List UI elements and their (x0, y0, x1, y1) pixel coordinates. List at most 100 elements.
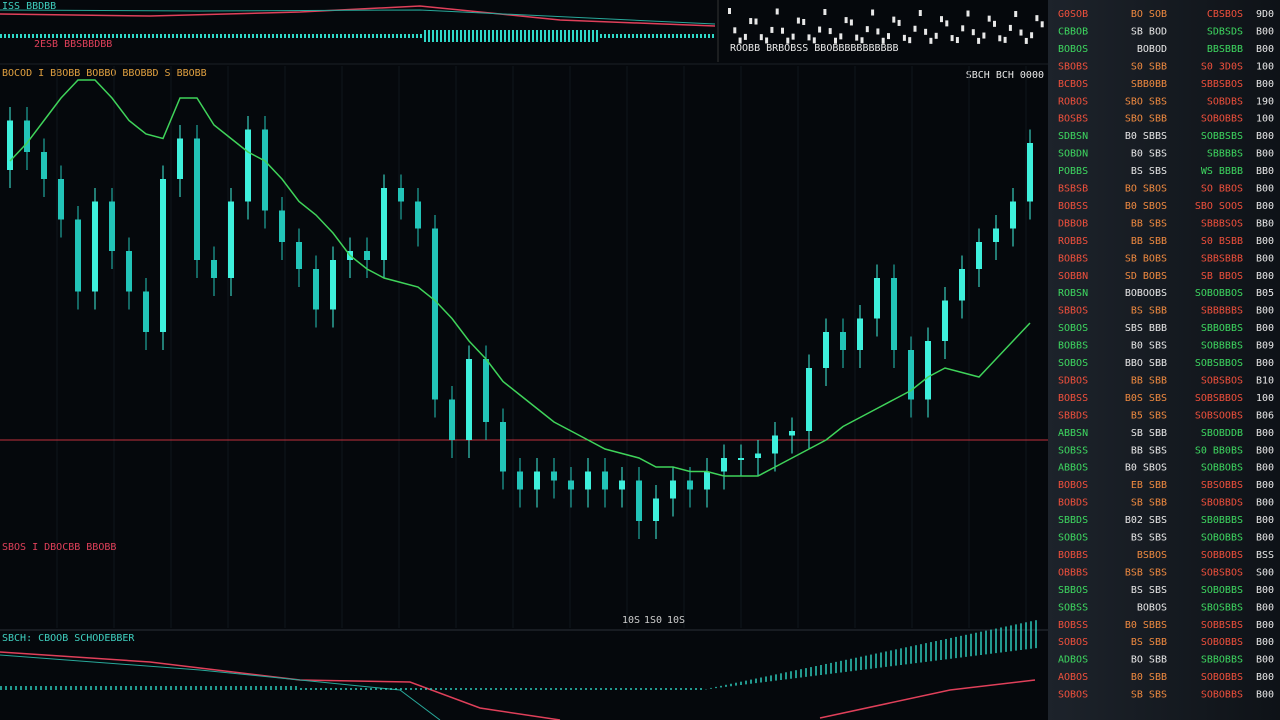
lower-bar (70, 686, 72, 690)
lower-bar (1035, 620, 1037, 649)
lower-bars (0, 620, 1037, 690)
mini-mark (738, 37, 742, 44)
indicator-bar (204, 34, 206, 38)
lower-bar (55, 686, 57, 690)
indicator-bar (216, 34, 218, 38)
indicator-bar (668, 34, 670, 38)
lower-bar (435, 688, 437, 690)
book-count: B00 (1256, 672, 1274, 683)
book-symbol: SOBOS (1058, 533, 1088, 544)
lower-bar (150, 686, 152, 690)
book-size: SO BBOS (1201, 184, 1243, 195)
indicator-bar (228, 34, 230, 38)
mini-mark (733, 27, 737, 34)
book-price: B0 SBB (1131, 672, 1167, 683)
indicator-bar (152, 34, 154, 38)
lower-bar (865, 655, 867, 670)
indicator-bar (608, 34, 610, 38)
mini-mark (950, 35, 954, 42)
book-price: S0 SBB (1131, 61, 1167, 72)
lower-bar (720, 685, 722, 688)
lower-bar (235, 686, 237, 690)
indicator-bar (448, 30, 450, 42)
mini-mark (897, 19, 901, 26)
book-count: B00 (1256, 515, 1274, 526)
candle-body (279, 210, 285, 242)
book-count: B00 (1256, 602, 1274, 613)
indicator-bar (684, 34, 686, 38)
indicator-bar (476, 30, 478, 42)
candle-body (262, 129, 268, 211)
book-price: SBS BBB (1125, 323, 1167, 334)
indicator-bar (572, 30, 574, 42)
lower-bar (205, 686, 207, 690)
book-count: B00 (1256, 637, 1274, 648)
mini-mark (993, 20, 996, 27)
indicator-bar (356, 34, 358, 38)
candle-body (483, 359, 489, 422)
book-price: BO SBB (1131, 655, 1167, 666)
lower-bar (945, 638, 947, 660)
indicator-bar (552, 30, 554, 42)
lower-bar (400, 688, 402, 690)
lower-bar (845, 659, 847, 672)
indicator-bar (92, 34, 94, 38)
indicator-bar (88, 34, 90, 38)
candle-body (602, 471, 608, 490)
indicator-bar (236, 34, 238, 38)
book-count: 9D0 (1256, 9, 1274, 20)
mini-mark (902, 34, 906, 41)
book-price: BS SBB (1131, 637, 1167, 648)
candle-body (92, 201, 98, 292)
lower-bar (90, 686, 92, 690)
indicator-bar (644, 34, 646, 38)
indicator-bar (584, 30, 586, 42)
indicator-bar (64, 34, 66, 38)
lower-bar (470, 688, 472, 690)
mini-mark (908, 37, 912, 44)
candle-body (908, 350, 914, 400)
lower-bar (695, 688, 697, 690)
book-size: SBO SOOS (1195, 201, 1243, 212)
lower-bar (665, 688, 667, 690)
book-count: B00 (1256, 323, 1274, 334)
lower-bar (115, 686, 117, 690)
book-size: SOBBSBS (1201, 620, 1243, 631)
mini-mark (765, 37, 769, 44)
lower-bar (915, 645, 917, 664)
book-size: SBBSBBB (1201, 253, 1243, 264)
mini-mark (1024, 37, 1028, 44)
lower-bar (980, 631, 982, 655)
book-symbol: BOBSS (1058, 201, 1088, 212)
candle-body (194, 138, 200, 260)
mini-mark (796, 17, 800, 24)
indicator-bar (308, 34, 310, 38)
book-size: SBSOBBS (1201, 480, 1243, 491)
lower-bar (560, 688, 562, 690)
lower-bar (655, 688, 657, 690)
book-price: BB SBS (1131, 218, 1167, 229)
indicator-bar (344, 34, 346, 38)
book-price: SB BOBS (1125, 253, 1167, 264)
book-size: SOBBOBS (1201, 463, 1243, 474)
lower-bar (290, 686, 292, 690)
book-price: B5 SBS (1131, 410, 1167, 421)
lower-bar (120, 686, 122, 690)
indicator-bar (624, 34, 626, 38)
mini-mark (749, 18, 753, 25)
lower-bar (635, 688, 637, 690)
lower-bar (60, 686, 62, 690)
lower-bar (1015, 624, 1017, 651)
indicator-bar (512, 30, 514, 42)
book-symbol: ADBOS (1058, 655, 1088, 666)
lower-bar (670, 688, 672, 690)
indicator-bar (420, 34, 422, 38)
indicator-bar (156, 34, 158, 38)
indicator-bar (192, 34, 194, 38)
lower-bar (245, 686, 247, 690)
mini-mark (892, 16, 896, 23)
indicator-bar (72, 34, 74, 38)
book-size: SOBSOOBS (1195, 410, 1243, 421)
lower-bar (380, 688, 382, 690)
candle-body (330, 260, 336, 310)
